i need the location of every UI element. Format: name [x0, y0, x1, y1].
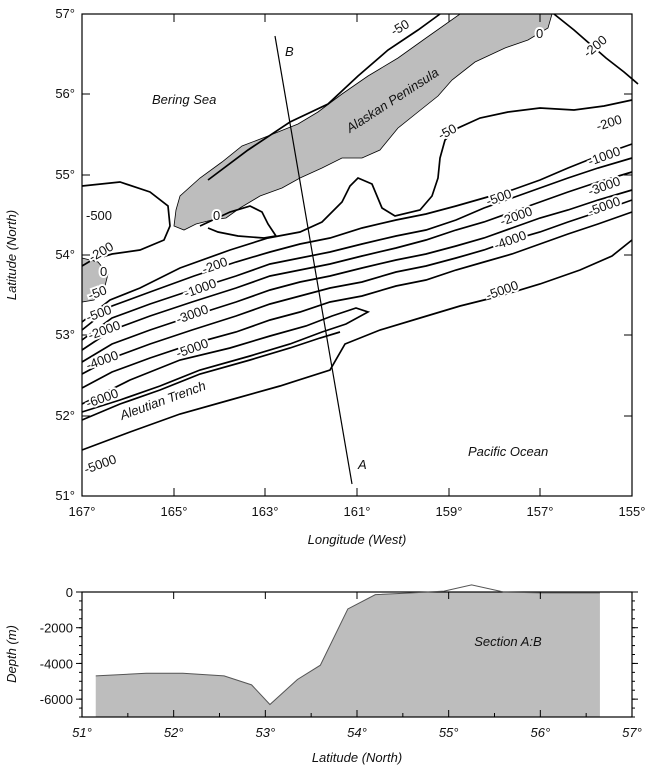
- contour-label: -200: [594, 112, 623, 134]
- contour-label: -50: [435, 121, 459, 143]
- contour-label: -5000: [82, 451, 118, 476]
- contour-label: -3000: [174, 301, 210, 326]
- map-y-tick-label: 56°: [55, 86, 75, 101]
- contour-4000-main: [81, 211, 633, 389]
- label-section-a: A: [357, 457, 367, 472]
- map-x-tick-label: 165°: [161, 504, 188, 519]
- section-x-tick-label: 53°: [255, 725, 275, 740]
- contour-label: 0: [536, 26, 543, 41]
- section-x-tick-label: 57°: [622, 725, 642, 740]
- contour-label: 0: [100, 264, 107, 279]
- contour-label: -5000: [484, 277, 520, 302]
- map-y-tick-label: 51°: [55, 488, 75, 503]
- contour-5000-south: [81, 239, 633, 451]
- map-y-axis-label: Latitude (North): [4, 210, 19, 300]
- section-line-ab: [274, 35, 353, 485]
- contour-label: -4000: [492, 227, 528, 252]
- contour-label: -200: [86, 239, 116, 265]
- contour-label: -500: [484, 186, 514, 209]
- section-x-tick-label: 55°: [439, 725, 459, 740]
- contour-200-northwest: [81, 181, 171, 267]
- map-x-tick-label: 163°: [252, 504, 279, 519]
- map-y-tick-label: 57°: [55, 6, 75, 21]
- section-y-tick-label: -4000: [40, 656, 73, 671]
- depth-contours: [81, 13, 639, 451]
- contour-2000-main: [81, 189, 633, 363]
- section-panel: Section A:B Latitude (North) Depth (m) 5…: [4, 584, 642, 765]
- map-panel: 167° 165° 163° 161° 159° 157° 155° 51° 5…: [4, 6, 645, 547]
- label-bering-sea: Bering Sea: [152, 92, 216, 107]
- section-y-axis-label: Depth (m): [4, 625, 19, 683]
- contour-label: -2000: [498, 203, 534, 228]
- label-section-b: B: [285, 44, 294, 59]
- contour-50-north: [207, 13, 441, 181]
- section-y-tick-label: -2000: [40, 621, 73, 636]
- contour-0-south: [199, 205, 278, 239]
- contour-label: -4000: [84, 347, 120, 372]
- map-x-tick-label: 167°: [69, 504, 96, 519]
- map-ticks: [81, 13, 633, 497]
- contour-5000-central: [81, 307, 371, 413]
- contour-3000-main: [81, 199, 633, 375]
- section-x-tick-label: 56°: [530, 725, 550, 740]
- contour-label: -50: [388, 16, 412, 38]
- contour-label: -1000: [586, 143, 622, 168]
- section-x-axis-label: Latitude (North): [312, 750, 402, 765]
- contour-50-south: [81, 99, 633, 323]
- map-x-tick-label: 159°: [436, 504, 463, 519]
- section-area: [95, 592, 600, 717]
- contour-label: -200: [580, 32, 610, 60]
- map-x-axis-label: Longitude (West): [308, 532, 407, 547]
- map-y-tick-label: 52°: [55, 408, 75, 423]
- section-x-tick-label: 51°: [72, 725, 92, 740]
- section-profile-line: [95, 584, 600, 706]
- map-y-tick-label: 55°: [55, 167, 75, 182]
- section-y-tick-label: 0: [66, 585, 73, 600]
- contour-200-main: [81, 143, 633, 331]
- contour-6000: [81, 331, 341, 421]
- map-y-tick-label: 54°: [55, 247, 75, 262]
- section-x-tick-label: 54°: [347, 725, 367, 740]
- label-pacific-ocean: Pacific Ocean: [468, 444, 548, 459]
- map-x-tick-label: 161°: [344, 504, 371, 519]
- map-x-tick-label: 157°: [527, 504, 554, 519]
- map-x-tick-label: 155°: [619, 504, 646, 519]
- contour-200-northeast: [553, 13, 639, 85]
- land-alaskan-peninsula: [173, 13, 553, 231]
- section-x-tick-label: 52°: [164, 725, 184, 740]
- contour-label: 0: [213, 208, 220, 223]
- contour-label: -500: [86, 208, 112, 223]
- contour-label: -200: [200, 254, 230, 277]
- contour-1000-main: [81, 171, 633, 351]
- map-y-tick-label: 53°: [55, 327, 75, 342]
- section-title: Section A:B: [474, 634, 542, 649]
- contour-500-main: [81, 157, 633, 341]
- section-y-tick-label: -6000: [40, 692, 73, 707]
